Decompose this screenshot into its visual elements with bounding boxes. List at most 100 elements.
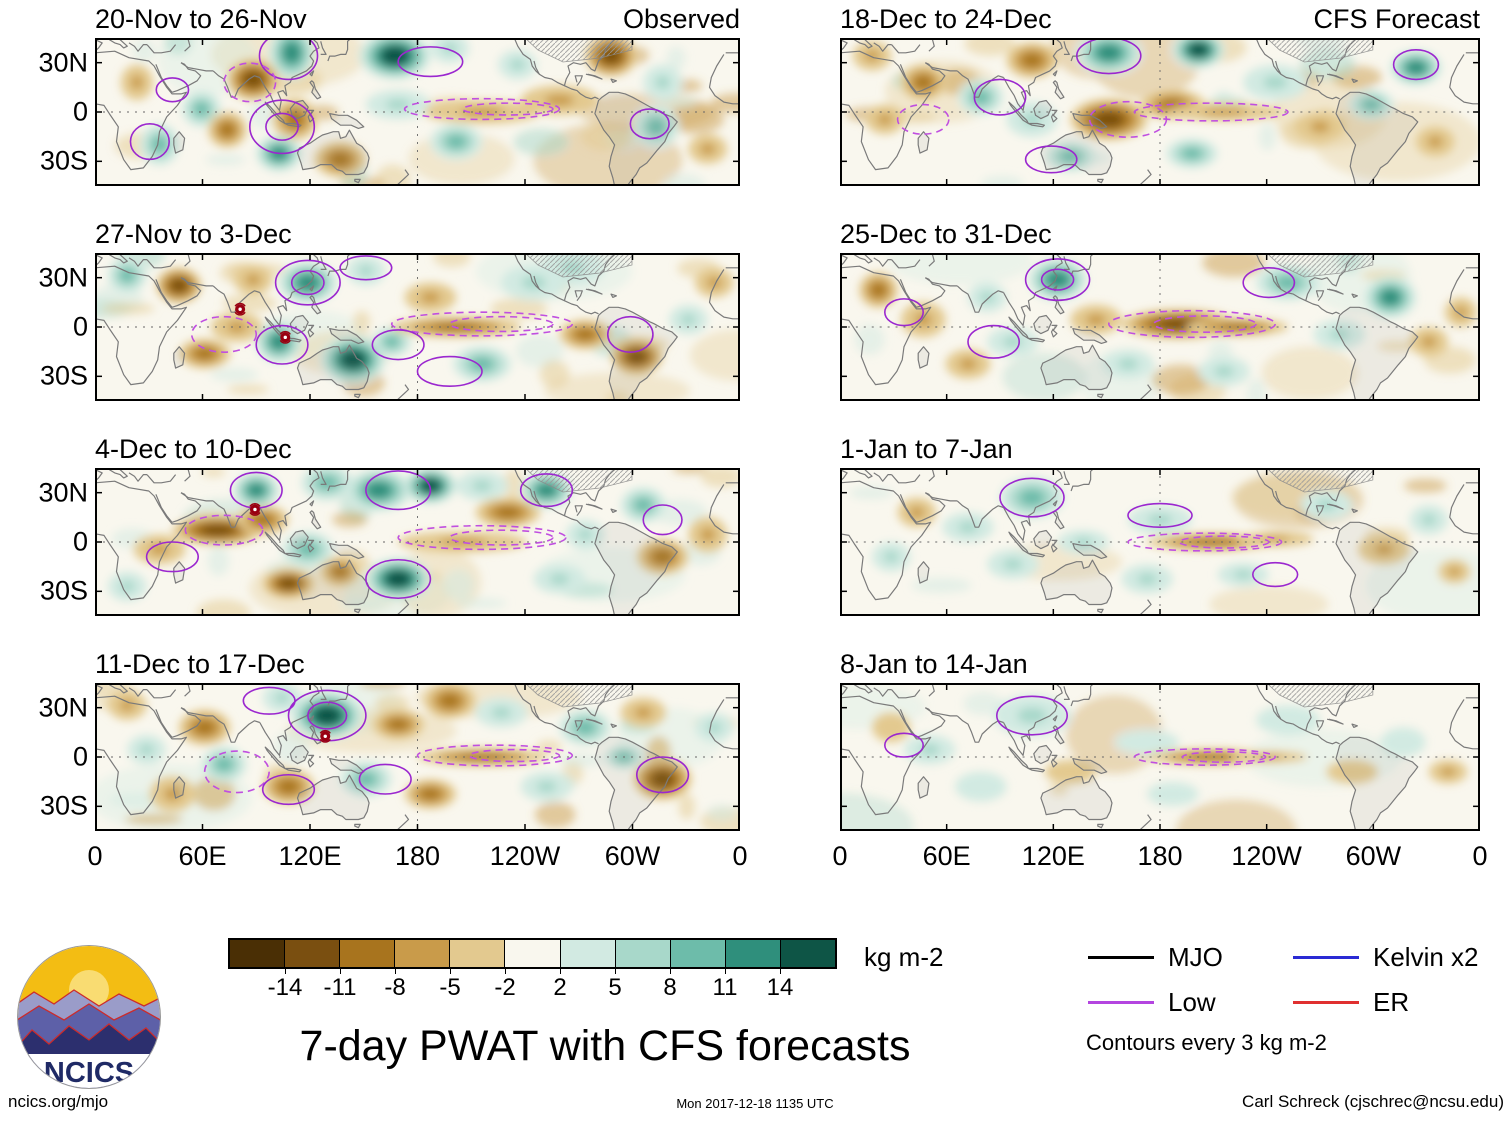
panel-date-range: 27-Nov to 3-Dec [95,219,292,249]
colorbar-tick-label: 8 [663,974,677,1001]
colorbar-segment [339,940,395,967]
colorbar-segment [669,940,725,967]
colorbar-tick-mark [450,967,451,974]
colorbar-tick-mark [560,967,561,974]
legend-item: Low [1088,987,1285,1018]
map-canvas [840,38,1480,186]
panel-header: 4-Dec to 10-Dec [95,434,740,465]
map-canvas [840,683,1480,831]
map-panel-observed-4 [95,683,740,831]
panel-date-range: 20-Nov to 26-Nov [95,4,307,34]
colorbar-segment [504,940,560,967]
x-tick-label: 0 [732,841,748,871]
colorbar-tick-label: 14 [766,974,794,1001]
colorbar-segment [284,940,340,967]
legend-label: ER [1373,987,1410,1017]
legend-label: Kelvin x2 [1373,942,1479,972]
colorbar-segment [614,940,670,967]
colorbar-tick-label: -2 [494,974,516,1001]
x-tick-label: 60W [604,841,661,871]
panel-header: 25-Dec to 31-Dec [840,219,1480,250]
x-tick-label: 120E [1021,841,1085,871]
panel-date-range: 4-Dec to 10-Dec [95,434,292,464]
map-panel-forecast-3 [840,468,1480,616]
panel-date-range: 11-Dec to 17-Dec [95,649,305,679]
colorbar-tick-label: -5 [439,974,461,1001]
ncics-logo: NCICS [17,945,161,1089]
x-tick-label: 60E [922,841,971,871]
colorbar-tick-label: -8 [384,974,406,1001]
map-canvas [95,468,740,616]
y-tick-label: 30S [39,790,88,821]
footer-timestamp: Mon 2017-12-18 1135 UTC [676,1096,834,1111]
y-tick-label: 0 [72,96,88,127]
footer-url: ncics.org/mjo [8,1092,109,1111]
map-canvas [95,683,740,831]
x-tick-label: 0 [832,841,848,871]
x-tick-label: 120W [489,841,561,871]
legend-item: Kelvin x2 [1293,942,1490,973]
y-tick-label: 0 [72,526,88,557]
colorbar-tick-label: 2 [553,974,567,1001]
colorbar-segment [559,940,615,967]
colorbar-tick-mark [670,967,671,974]
y-tick-label: 30N [38,692,88,723]
map-panel-forecast-4 [840,683,1480,831]
x-tick-label: 180 [1137,841,1183,871]
footer-credit: Carl Schreck (cjschrec@ncsu.edu) [1242,1092,1504,1111]
panel-date-range: 1-Jan to 7-Jan [840,434,1013,464]
colorbar-tick-label: 5 [608,974,622,1001]
colorbar-tick-label: -14 [267,974,303,1001]
column-header: CFS Forecast [1313,4,1480,34]
colorbar-tick-label: -11 [323,974,357,1001]
y-tick-label: 0 [72,741,88,772]
panel-date-range: 18-Dec to 24-Dec [840,4,1052,34]
panel-header: 8-Jan to 14-Jan [840,649,1480,680]
map-canvas [840,468,1480,616]
tropical-cyclone-icon [234,302,246,316]
panel-header: 1-Jan to 7-Jan [840,434,1480,465]
panel-header: 27-Nov to 3-Dec [95,219,740,250]
y-tick-label: 30S [39,575,88,606]
x-tick-label: 120W [1231,841,1302,871]
contour-legend: MJO Kelvin x2 Low ER [1088,942,1490,1018]
legend-line-sample [1088,956,1154,959]
legend-item: MJO [1088,942,1285,973]
legend-line-sample [1088,1001,1154,1004]
colorbar [228,938,837,969]
colorbar-segment [230,940,285,967]
x-tick-label: 60W [1345,841,1402,871]
legend-note: Contours every 3 kg m-2 [1086,1030,1327,1055]
panel-date-range: 8-Jan to 14-Jan [840,649,1028,679]
map-canvas [840,253,1480,401]
map-canvas [95,253,740,401]
tropical-cyclone-icon [319,729,331,743]
legend-label: Low [1168,987,1216,1017]
colorbar-segment [779,940,836,967]
column-header: Observed [622,4,740,34]
panel-header: 20-Nov to 26-Nov Observed [95,4,740,35]
panel-date-range: 25-Dec to 31-Dec [840,219,1052,249]
map-panel-observed-2 [95,253,740,401]
colorbar-tick-mark [780,967,781,974]
figure-title: 7-day PWAT with CFS forecasts [299,1022,911,1070]
colorbar-tick-mark [285,967,286,974]
y-tick-label: 0 [72,311,88,342]
y-tick-label: 30N [38,477,88,508]
colorbar-tick-mark [395,967,396,974]
legend-line-sample [1293,956,1359,959]
y-tick-label: 30S [39,145,88,176]
legend-line-sample [1293,1001,1359,1004]
x-tick-label: 60E [178,841,227,871]
x-tick-label: 180 [394,841,441,871]
colorbar-tick-mark [340,967,341,974]
legend-item: ER [1293,987,1490,1018]
colorbar-segment [449,940,505,967]
y-tick-label: 30N [38,47,88,78]
colorbar-tick-mark [505,967,506,974]
map-panel-forecast-2 [840,253,1480,401]
panel-header: 11-Dec to 17-Dec [95,649,740,680]
map-panel-forecast-1 [840,38,1480,186]
logo-text: NCICS [44,1057,134,1089]
colorbar-tick-label: 11 [712,974,738,1001]
